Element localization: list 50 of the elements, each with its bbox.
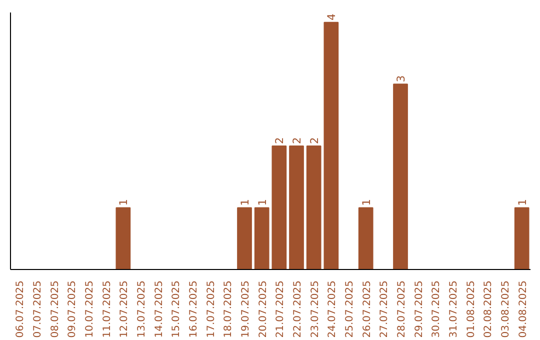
x-tick-label: 02.08.2025 <box>483 280 494 338</box>
x-tick-label: 24.07.2025 <box>327 280 338 338</box>
x-tick-label: 21.07.2025 <box>275 280 286 338</box>
x-tick-label: 31.07.2025 <box>448 280 460 338</box>
x-tick-label: 11.07.2025 <box>102 280 113 338</box>
bar <box>324 22 339 270</box>
data-label: 1 <box>516 198 529 206</box>
x-tick-label: 04.08.2025 <box>518 280 529 338</box>
x-tick-label: 10.07.2025 <box>84 280 96 338</box>
x-tick-label: 25.07.2025 <box>344 280 356 338</box>
x-tick-label: 16.07.2025 <box>188 280 200 338</box>
x-tick-label: 08.07.2025 <box>50 280 61 338</box>
x-tick-label: 09.07.2025 <box>67 280 78 338</box>
x-tick-label: 07.07.2025 <box>32 280 44 338</box>
bar <box>254 207 270 270</box>
x-tick-label: 20.07.2025 <box>258 280 269 338</box>
data-label: 1 <box>238 198 252 206</box>
x-tick-label: 18.07.2025 <box>223 280 234 338</box>
x-tick-label: 14.07.2025 <box>154 280 165 338</box>
data-label: 3 <box>394 75 408 82</box>
x-tick-label: 22.07.2025 <box>292 280 304 338</box>
bar <box>237 207 252 270</box>
data-label: 2 <box>290 137 304 144</box>
x-tick-label: 26.07.2025 <box>362 280 373 338</box>
x-tick-label: 17.07.2025 <box>206 280 217 338</box>
x-tick-label: 06.07.2025 <box>15 280 26 338</box>
data-label: 1 <box>360 198 373 206</box>
data-label: 2 <box>273 137 286 144</box>
data-label: 4 <box>325 13 338 20</box>
bar <box>514 207 530 270</box>
x-tick-label: 01.08.2025 <box>466 280 477 338</box>
x-tick-label: 28.07.2025 <box>396 280 408 338</box>
x-tick-label: 03.08.2025 <box>500 280 512 338</box>
x-tick-label: 13.07.2025 <box>136 280 148 338</box>
bar <box>393 84 408 270</box>
data-label: 2 <box>308 137 321 144</box>
x-tick-label: 29.07.2025 <box>414 280 425 338</box>
bar <box>116 207 131 270</box>
data-label: 1 <box>117 198 130 206</box>
bar <box>272 145 287 270</box>
x-tick-label: 27.07.2025 <box>379 280 390 338</box>
bar <box>306 145 322 270</box>
x-tick-label: 15.07.2025 <box>171 280 182 338</box>
x-tick-label: 12.07.2025 <box>119 280 130 338</box>
x-tick-label: 23.07.2025 <box>310 280 321 338</box>
x-tick-label: 30.07.2025 <box>431 280 442 338</box>
bar <box>358 207 374 270</box>
bar <box>289 145 304 270</box>
data-label: 1 <box>256 198 269 206</box>
x-tick-label: 19.07.2025 <box>240 280 252 338</box>
